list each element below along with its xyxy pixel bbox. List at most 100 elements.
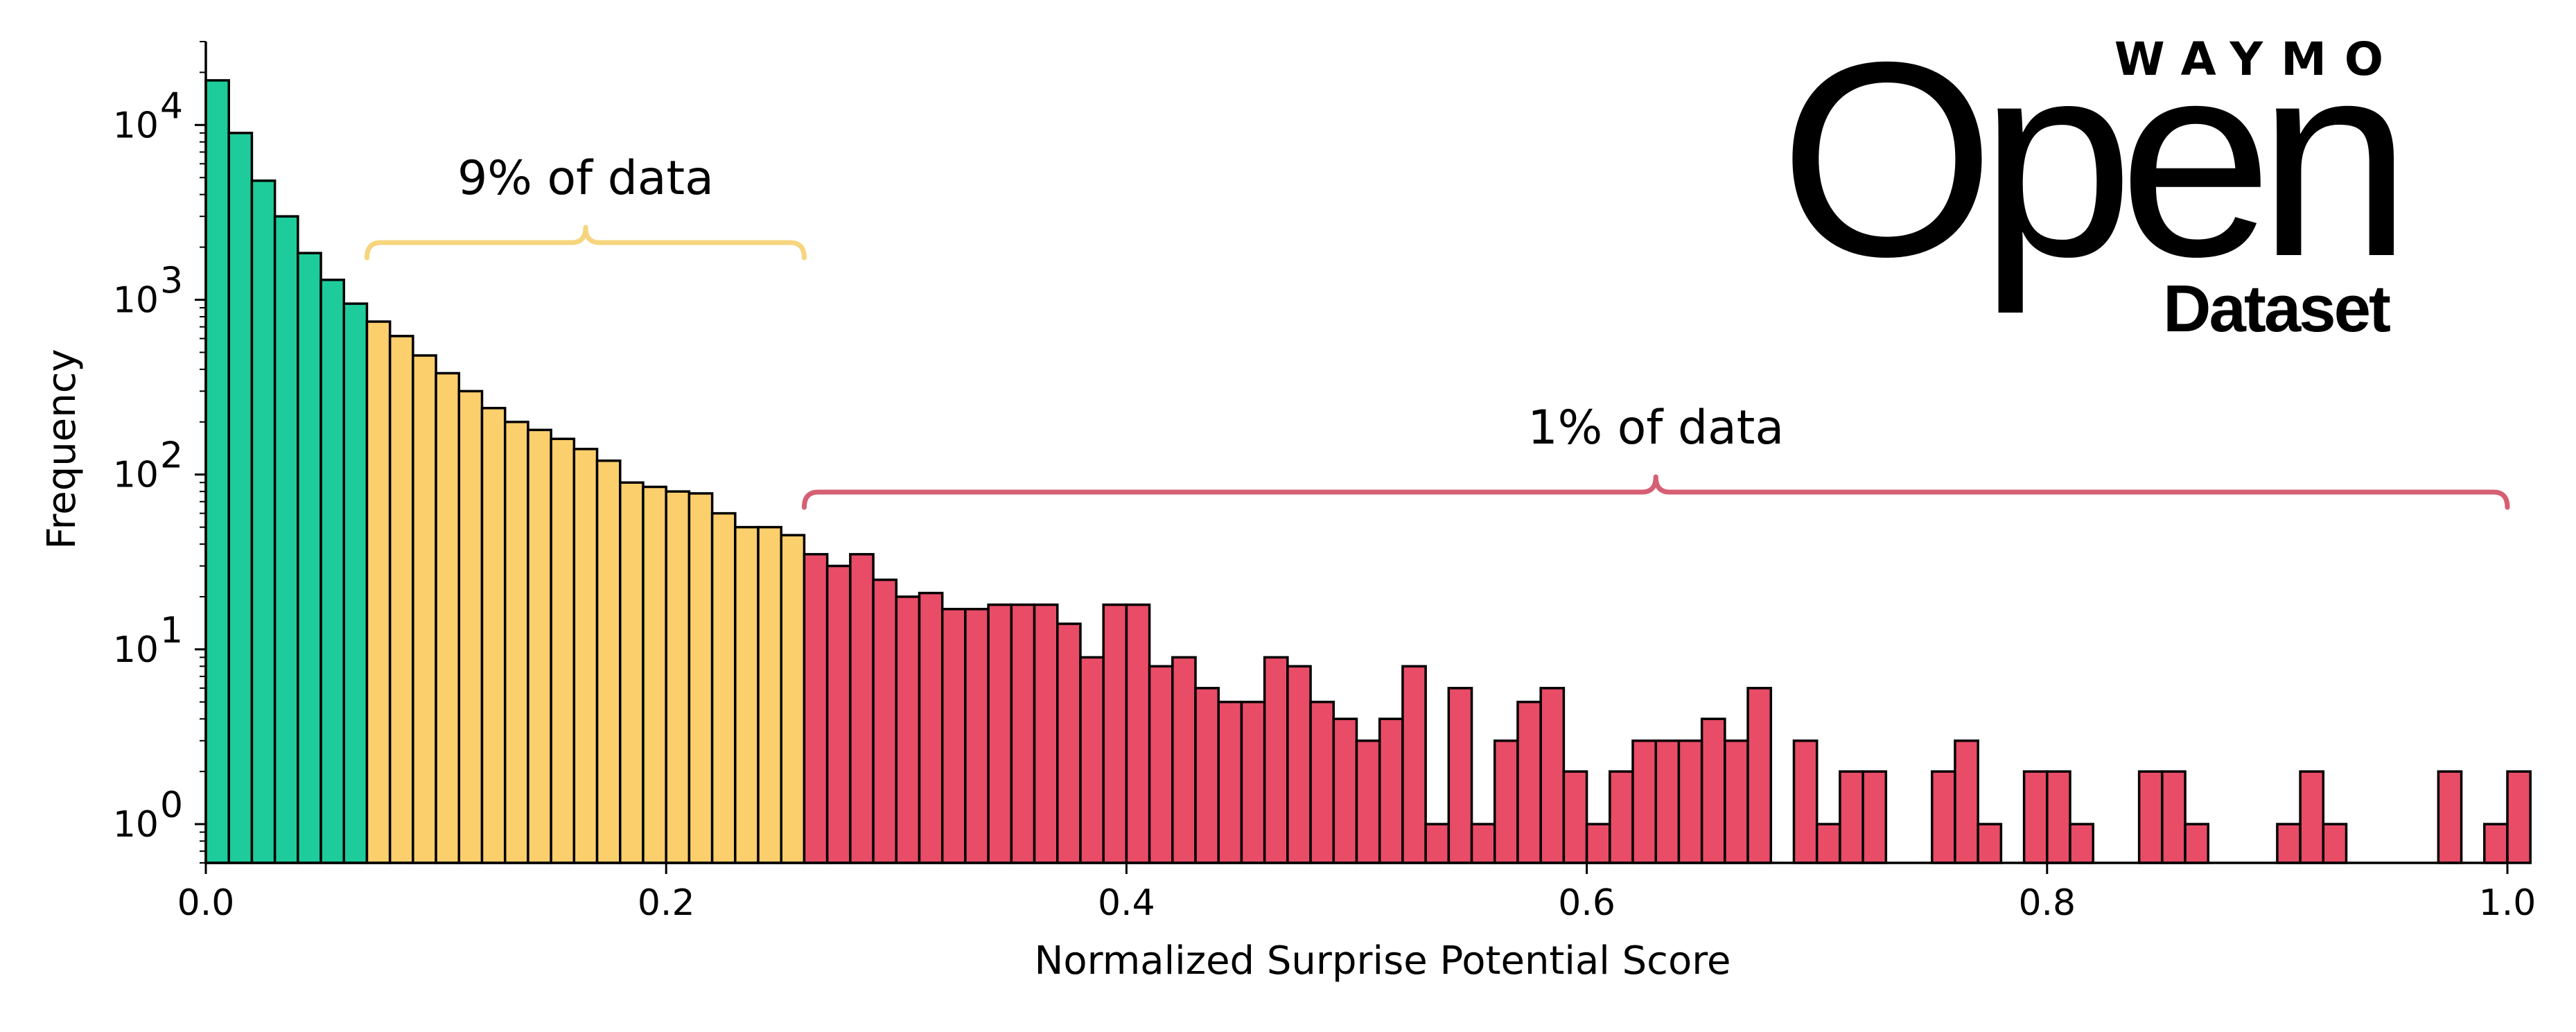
x-tick-label: 0.6 bbox=[1558, 882, 1615, 924]
histogram-bar bbox=[687, 492, 714, 864]
histogram-bar bbox=[250, 179, 277, 864]
x-axis-title: Normalized Surprise Potential Score bbox=[1035, 938, 1731, 983]
histogram-bar bbox=[1378, 717, 1404, 864]
histogram-bar bbox=[1746, 687, 1773, 864]
histogram-bar bbox=[757, 525, 783, 864]
histogram-bar bbox=[2276, 823, 2302, 864]
histogram-bar bbox=[1792, 739, 1819, 864]
y-tick-exponent: 3 bbox=[160, 261, 183, 302]
histogram-bar bbox=[1217, 701, 1243, 864]
histogram-bar bbox=[1332, 717, 1358, 864]
histogram-bar bbox=[480, 407, 507, 864]
histogram-bar bbox=[918, 591, 944, 864]
histogram-bar bbox=[734, 525, 760, 864]
x-tick-label: 0.0 bbox=[177, 882, 235, 924]
histogram-bar bbox=[1401, 665, 1427, 864]
histogram-bar bbox=[435, 371, 461, 864]
x-tick-label: 0.8 bbox=[2018, 882, 2076, 924]
histogram-bars bbox=[204, 79, 2532, 864]
histogram-bar bbox=[1700, 717, 1726, 864]
y-tick-label: 10 bbox=[113, 105, 159, 146]
histogram-bar bbox=[1470, 823, 1496, 864]
histogram-bar bbox=[550, 437, 576, 864]
histogram-bar bbox=[1447, 687, 1473, 864]
histogram-bar bbox=[1263, 656, 1289, 864]
annotation-brace bbox=[801, 474, 2510, 510]
y-tick-label: 10 bbox=[113, 629, 159, 671]
histogram-bar bbox=[1493, 739, 1519, 864]
histogram-bar bbox=[412, 354, 437, 864]
histogram-bar bbox=[1516, 701, 1542, 864]
histogram-bar bbox=[2137, 770, 2164, 864]
histogram-bar bbox=[2506, 770, 2532, 864]
histogram-bar bbox=[297, 252, 322, 864]
y-axis-title: Frequency bbox=[40, 349, 85, 549]
x-tick-label: 0.4 bbox=[1098, 882, 1155, 924]
logo-product: Open bbox=[1779, 4, 2397, 316]
histogram-bar bbox=[1954, 739, 1979, 864]
y-tick-exponent: 0 bbox=[160, 785, 183, 826]
histogram-bar bbox=[204, 79, 230, 864]
histogram-bar bbox=[1424, 823, 1451, 864]
histogram-bar bbox=[642, 485, 667, 864]
histogram-bar bbox=[1125, 603, 1151, 864]
histogram-bar bbox=[2299, 770, 2325, 864]
histogram-bar bbox=[1539, 687, 1566, 864]
histogram-bar bbox=[1102, 603, 1128, 864]
waymo-open-dataset-logo: WAYMO Open Dataset bbox=[1779, 4, 2412, 346]
histogram-bar bbox=[1194, 687, 1220, 864]
histogram-bar bbox=[987, 603, 1013, 864]
y-tick-exponent: 1 bbox=[160, 610, 183, 651]
histogram-bar bbox=[1079, 656, 1105, 864]
histogram-bar bbox=[2184, 823, 2210, 864]
histogram-bar bbox=[1977, 823, 2003, 864]
histogram-bar bbox=[1056, 622, 1082, 864]
histogram-bar bbox=[1815, 823, 1841, 864]
histogram-bar bbox=[1631, 739, 1657, 864]
histogram-bar bbox=[2483, 823, 2509, 864]
histogram-bar bbox=[1562, 770, 1588, 864]
histogram-bar bbox=[1839, 770, 1864, 864]
histogram-bar bbox=[849, 552, 875, 864]
histogram-bar bbox=[825, 564, 852, 864]
annotations: 9% of data 1% of data bbox=[364, 151, 2510, 510]
x-tick-label: 0.2 bbox=[638, 882, 695, 924]
histogram-bar bbox=[964, 608, 990, 864]
histogram-bar bbox=[665, 490, 691, 864]
y-tick-label: 10 bbox=[113, 280, 159, 322]
x-tick-label: 1.0 bbox=[2479, 882, 2536, 924]
logo-subtitle: Dataset bbox=[2163, 272, 2390, 346]
histogram-bar bbox=[2022, 770, 2049, 864]
logo-brand: WAYMO bbox=[2114, 33, 2401, 86]
histogram-bar bbox=[342, 302, 369, 864]
histogram-bar bbox=[780, 534, 806, 864]
annotation-brace bbox=[364, 225, 807, 261]
histogram-bar bbox=[503, 421, 529, 864]
histogram-bar bbox=[940, 608, 967, 864]
histogram-bar bbox=[388, 335, 414, 864]
histogram-bar bbox=[1240, 701, 1266, 864]
histogram-bar bbox=[2437, 770, 2463, 864]
histogram-bar bbox=[1677, 739, 1703, 864]
histogram-bar bbox=[619, 481, 645, 864]
histogram-bar bbox=[2161, 770, 2187, 864]
histogram-bar bbox=[457, 390, 484, 864]
histogram-bar bbox=[1724, 739, 1749, 864]
histogram-bar bbox=[1861, 770, 1888, 864]
histogram-bar bbox=[227, 132, 254, 864]
histogram-bar bbox=[1931, 770, 1956, 864]
histogram-bar bbox=[803, 552, 829, 864]
histogram-bar bbox=[872, 578, 898, 864]
histogram-bar bbox=[895, 595, 921, 864]
histogram-bar bbox=[1148, 665, 1174, 864]
histogram-bar bbox=[1609, 770, 1634, 864]
histogram-bar bbox=[2069, 823, 2094, 864]
y-tick-exponent: 4 bbox=[160, 85, 183, 127]
annotation-label: 1% of data bbox=[1527, 401, 1784, 455]
histogram-bar bbox=[365, 320, 392, 864]
histogram-bar bbox=[1171, 656, 1197, 864]
histogram-bar bbox=[1010, 603, 1036, 864]
histogram-bar bbox=[527, 428, 552, 864]
y-tick-label: 10 bbox=[113, 804, 159, 846]
